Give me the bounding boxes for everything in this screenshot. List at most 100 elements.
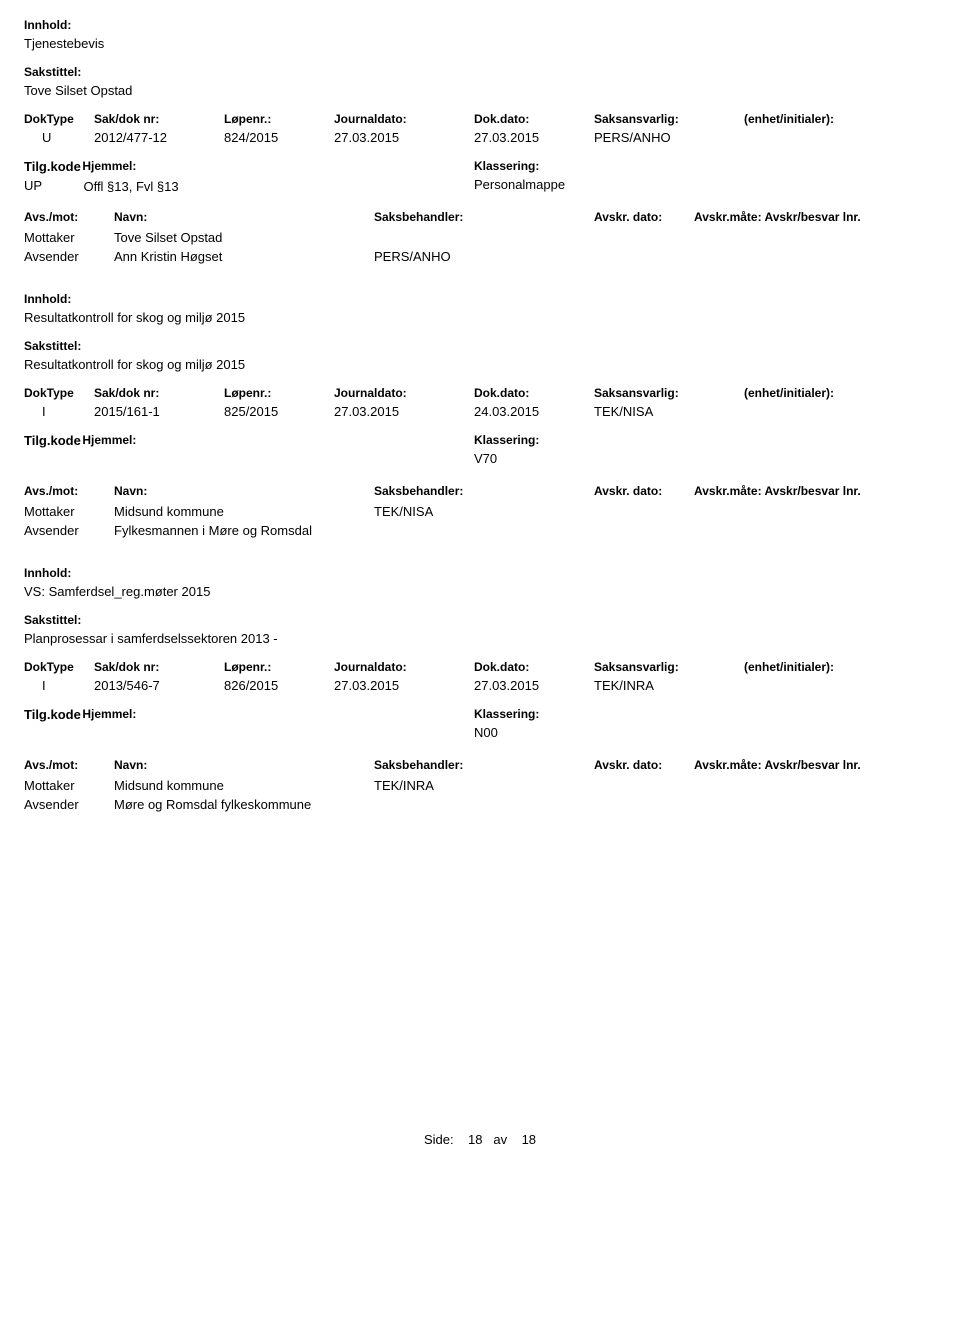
- saknr-header: Sak/dok nr:: [94, 660, 224, 674]
- enhet-header: (enhet/initialer):: [744, 660, 904, 674]
- tilg-klass-row: Tilg.kode Hjemmel: UP Offl §13, Fvl §13 …: [24, 159, 936, 196]
- klassering-value: N00: [474, 725, 539, 740]
- saknr-value: 2012/477-12: [94, 130, 224, 145]
- avsmot-header: Avs./mot:: [24, 210, 114, 224]
- party-role: Avsender: [24, 797, 114, 812]
- doktype-value: U: [24, 130, 94, 145]
- enhet-value: [744, 130, 904, 145]
- sakstittel-label: Sakstittel:: [24, 65, 936, 79]
- journal-record: Innhold: VS: Samferdsel_reg.møter 2015 S…: [24, 566, 936, 812]
- tilg-klass-row: Tilg.kode Hjemmel: Klassering: N00: [24, 707, 936, 744]
- party-header-row: Avs./mot: Navn: Saksbehandler: Avskr. da…: [24, 484, 936, 498]
- party-saksbehandler: [374, 797, 594, 812]
- hjemmel-label: Hjemmel:: [82, 433, 136, 447]
- party-role: Mottaker: [24, 230, 114, 245]
- doktype-header: DokType: [24, 660, 94, 674]
- journaldato-header: Journaldato:: [334, 112, 474, 126]
- klass-block: Klassering: N00: [474, 707, 539, 744]
- hjemmel-label: Hjemmel:: [82, 707, 136, 721]
- party-row: Mottaker Midsund kommune TEK/INRA: [24, 778, 936, 793]
- dokdato-header: Dok.dato:: [474, 660, 594, 674]
- avskrmate-header: Avskr.måte: Avskr/besvar lnr.: [694, 484, 884, 498]
- av-label: av: [493, 1132, 507, 1147]
- party-row: Avsender Ann Kristin Høgset PERS/ANHO: [24, 249, 936, 264]
- avskrdato-header: Avskr. dato:: [594, 758, 694, 772]
- party-saksbehandler: TEK/NISA: [374, 504, 594, 519]
- party-saksbehandler: PERS/ANHO: [374, 249, 594, 264]
- party-name: Møre og Romsdal fylkeskommune: [114, 797, 374, 812]
- tilg-values: [24, 452, 474, 470]
- navn-header: Navn:: [114, 758, 374, 772]
- sakstittel-label: Sakstittel:: [24, 613, 936, 627]
- tilg-values: [24, 726, 474, 744]
- lopenr-header: Løpenr.:: [224, 386, 334, 400]
- lopenr-header: Løpenr.:: [224, 112, 334, 126]
- party-row: Avsender Fylkesmannen i Møre og Romsdal: [24, 523, 936, 538]
- doktype-value: I: [24, 678, 94, 693]
- dokdato-value: 27.03.2015: [474, 130, 594, 145]
- meta-value-row: U 2012/477-12 824/2015 27.03.2015 27.03.…: [24, 130, 936, 145]
- innhold-value: Resultatkontroll for skog og miljø 2015: [24, 310, 936, 325]
- saksansvarlig-header: Saksansvarlig:: [594, 386, 744, 400]
- avsmot-header: Avs./mot:: [24, 484, 114, 498]
- klassering-value: V70: [474, 451, 539, 466]
- doktype-header: DokType: [24, 112, 94, 126]
- journaldato-value: 27.03.2015: [334, 678, 474, 693]
- saksansvarlig-header: Saksansvarlig:: [594, 112, 744, 126]
- sakstittel-value: Tove Silset Opstad: [24, 83, 936, 98]
- journaldato-value: 27.03.2015: [334, 130, 474, 145]
- innhold-label: Innhold:: [24, 566, 936, 580]
- dokdato-value: 24.03.2015: [474, 404, 594, 419]
- tilgkode-label: Tilg.kode: [24, 707, 79, 722]
- party-role: Mottaker: [24, 778, 114, 793]
- avsmot-header: Avs./mot:: [24, 758, 114, 772]
- party-name: Tove Silset Opstad: [114, 230, 374, 245]
- hjemmel-label: Hjemmel:: [82, 159, 136, 173]
- meta-header-row: DokType Sak/dok nr: Løpenr.: Journaldato…: [24, 112, 936, 126]
- saksbehandler-header: Saksbehandler:: [374, 210, 594, 224]
- saknr-value: 2013/546-7: [94, 678, 224, 693]
- party-saksbehandler: TEK/INRA: [374, 778, 594, 793]
- party-role: Avsender: [24, 249, 114, 264]
- sakstittel-label: Sakstittel:: [24, 339, 936, 353]
- saknr-value: 2015/161-1: [94, 404, 224, 419]
- tilg-header: Tilg.kode Hjemmel:: [24, 433, 474, 448]
- saksbehandler-header: Saksbehandler:: [374, 758, 594, 772]
- party-role: Avsender: [24, 523, 114, 538]
- lopenr-header: Løpenr.:: [224, 660, 334, 674]
- dokdato-header: Dok.dato:: [474, 386, 594, 400]
- meta-value-row: I 2013/546-7 826/2015 27.03.2015 27.03.2…: [24, 678, 936, 693]
- party-header-row: Avs./mot: Navn: Saksbehandler: Avskr. da…: [24, 758, 936, 772]
- doktype-value: I: [24, 404, 94, 419]
- tilg-block: Tilg.kode Hjemmel:: [24, 433, 474, 470]
- journal-record: Innhold: Resultatkontroll for skog og mi…: [24, 292, 936, 538]
- sakstittel-value: Resultatkontroll for skog og miljø 2015: [24, 357, 936, 372]
- tilgkode-label: Tilg.kode: [24, 433, 79, 448]
- journaldato-header: Journaldato:: [334, 386, 474, 400]
- sakstittel-value: Planprosessar i samferdselssektoren 2013…: [24, 631, 936, 646]
- enhet-header: (enhet/initialer):: [744, 112, 904, 126]
- avskrmate-header: Avskr.måte: Avskr/besvar lnr.: [694, 758, 884, 772]
- enhet-value: [744, 404, 904, 419]
- klass-block: Klassering: Personalmappe: [474, 159, 565, 196]
- meta-value-row: I 2015/161-1 825/2015 27.03.2015 24.03.2…: [24, 404, 936, 419]
- doktype-header: DokType: [24, 386, 94, 400]
- journaldato-value: 27.03.2015: [334, 404, 474, 419]
- navn-header: Navn:: [114, 210, 374, 224]
- party-name: Ann Kristin Høgset: [114, 249, 374, 264]
- innhold-value: Tjenestebevis: [24, 36, 936, 51]
- party-role: Mottaker: [24, 504, 114, 519]
- party-name: Midsund kommune: [114, 778, 374, 793]
- meta-header-row: DokType Sak/dok nr: Løpenr.: Journaldato…: [24, 660, 936, 674]
- party-row: Mottaker Midsund kommune TEK/NISA: [24, 504, 936, 519]
- party-saksbehandler: [374, 523, 594, 538]
- saksbehandler-header: Saksbehandler:: [374, 484, 594, 498]
- page-total: 18: [522, 1132, 536, 1147]
- journal-record: Innhold: Tjenestebevis Sakstittel: Tove …: [24, 18, 936, 264]
- saksansvarlig-value: PERS/ANHO: [594, 130, 744, 145]
- saksansvarlig-value: TEK/NISA: [594, 404, 744, 419]
- page-footer: Side: 18 av 18: [24, 1132, 936, 1167]
- lopenr-value: 825/2015: [224, 404, 334, 419]
- klassering-label: Klassering:: [474, 707, 539, 721]
- enhet-header: (enhet/initialer):: [744, 386, 904, 400]
